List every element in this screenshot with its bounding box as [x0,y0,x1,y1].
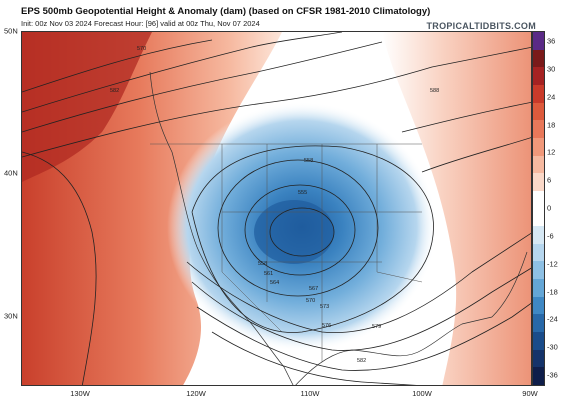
colorbar-segment [533,190,544,209]
colorbar-segment [533,137,544,157]
colorbar-tick-label: -18 [547,287,558,296]
colorbar-segment [533,279,544,298]
low-core [254,200,334,264]
positive-anomaly-east [382,32,531,385]
lon-label-90w: 90W [522,389,538,398]
anomaly-colorbar [532,31,545,386]
colorbar-segment [533,173,544,192]
colorbar-segment [533,32,544,51]
strong-anomaly-northwest [22,32,152,182]
contour-label-558: 558 [304,158,313,164]
colorbar-tick-label: -30 [547,342,558,352]
colorbar-tick-label: -6 [547,231,554,241]
colorbar-segment [533,208,544,227]
lon-label-110w: 110W [300,389,320,398]
colorbar-segment [533,102,544,121]
colorbar-tick-label: -12 [547,259,558,269]
colorbar-segment [533,243,544,262]
contour-label-group: 570 582 558 555 558 561 564 567 570 573 … [110,46,439,364]
colorbar-tick-label: 12 [547,147,556,157]
colorbar-tick-label: 0 [547,203,552,213]
colorbar-tick-label: 6 [547,175,552,185]
lon-label-100w: 100W [412,389,432,398]
colorbar-segment [533,367,544,386]
anomaly-map: 570 582 558 555 558 561 564 567 570 573 … [22,32,531,385]
colorbar-tick-label: 36 [547,36,556,46]
colorbar-segment [533,296,544,315]
lon-label-120w: 120W [186,389,206,398]
lat-label-30n: 30N [4,311,18,321]
colorbar-segment [533,49,544,68]
contour-label-570: 570 [137,46,146,52]
lat-label-40n: 40N [4,168,18,178]
contour-label-588: 588 [430,88,439,94]
colorbar-segment [533,120,544,139]
colorbar-tick-label: 30 [547,64,556,74]
colorbar-tick-label: -24 [547,314,558,324]
colorbar-tick-label: 18 [547,120,556,129]
coastlines [149,71,528,385]
contour-label-579: 579 [372,324,381,330]
colorbar-segment [533,226,544,245]
borders [150,143,423,362]
colorbar-segment [533,84,544,104]
contour-label-564: 564 [270,280,279,286]
contour-label-582: 582 [110,88,119,94]
colorbar-segment [533,155,544,174]
contour-label-561: 561 [264,271,273,277]
lat-label-50n: 50N [4,26,18,36]
contour-label-573: 573 [320,304,329,310]
colorbar-tick-label: -36 [547,370,558,380]
contour-label-570b: 570 [306,298,315,304]
colorbar-segment [533,349,544,368]
colorbar-segment [533,261,544,280]
contour-label-582b: 582 [357,358,366,364]
lon-label-130w: 130W [70,389,90,398]
contour-label-567: 567 [309,286,318,292]
map-panel: 570 582 558 555 558 561 564 567 570 573 … [21,31,532,386]
colorbar-segment [533,332,544,351]
contour-label-555: 555 [298,190,307,196]
contour-label-576: 576 [322,323,331,329]
colorbar-segment [533,67,544,86]
colorbar-segment [533,314,544,333]
brand-watermark: TROPICALTIDBITS.COM [426,21,536,31]
height-contours [22,32,531,385]
colorbar-tick-label: 24 [547,92,556,102]
chart-subtitle: Init: 00z Nov 03 2024 Forecast Hour: [96… [21,19,260,28]
contour-label-558b: 558 [258,261,267,267]
chart-title: EPS 500mb Geopotential Height & Anomaly … [21,6,431,17]
